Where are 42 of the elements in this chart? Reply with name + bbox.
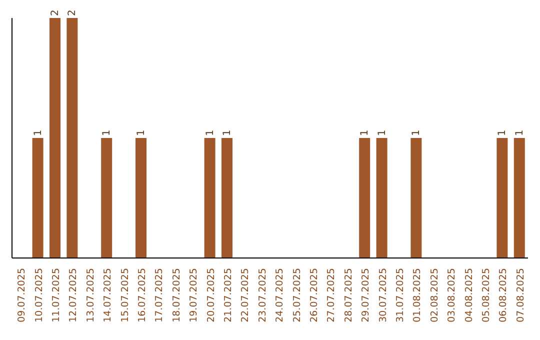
data-label: 2: [50, 10, 61, 16]
x-tick-label: 26.07.2025: [309, 268, 320, 322]
data-label: 1: [376, 130, 388, 136]
x-tick-label: 12.07.2025: [68, 268, 80, 322]
x-tick-label: 17.07.2025: [154, 268, 166, 322]
x-tick-label: 06.08.2025: [498, 268, 510, 322]
data-label: 1: [514, 130, 526, 136]
x-tick-label: 25.07.2025: [292, 268, 303, 322]
data-label: 1: [136, 130, 147, 136]
x-tick-label: 30.07.2025: [378, 268, 389, 322]
x-tick-label: 27.07.2025: [326, 268, 338, 322]
x-tick-label: 09.07.2025: [16, 268, 28, 322]
data-label: 1: [360, 130, 371, 136]
x-tick-label: 31.07.2025: [395, 268, 406, 322]
x-tick-label: 29.07.2025: [360, 268, 372, 322]
data-label: 1: [204, 130, 216, 136]
x-tick-label: 03.08.2025: [446, 268, 458, 322]
x-tick-label: 05.08.2025: [481, 268, 492, 322]
data-label: 2: [67, 10, 78, 16]
x-tick-label: 20.07.2025: [206, 268, 217, 322]
x-tick-label: 11.07.2025: [51, 268, 62, 322]
x-tick-label: 04.08.2025: [464, 268, 475, 322]
data-label: 1: [411, 130, 422, 136]
data-label: 1: [102, 130, 113, 136]
x-tick-label: 15.07.2025: [120, 268, 131, 322]
x-tick-label: 21.07.2025: [223, 268, 234, 322]
x-tick-label: 07.08.2025: [515, 268, 526, 322]
x-tick-label: 13.07.2025: [85, 268, 96, 322]
data-label: 1: [497, 130, 508, 136]
x-tick-label: 14.07.2025: [102, 268, 114, 322]
x-tick-label: 19.07.2025: [188, 268, 200, 322]
x-tick-label: 18.07.2025: [171, 268, 182, 322]
data-label: 1: [222, 130, 233, 136]
x-tick-label: 01.08.2025: [412, 268, 424, 322]
x-tick-label: 16.07.2025: [137, 268, 148, 322]
x-tick-label: 02.08.2025: [429, 268, 440, 322]
x-tick-label: 10.07.2025: [34, 268, 45, 322]
data-label: 1: [32, 130, 44, 136]
x-tick-label: 22.07.2025: [240, 268, 252, 322]
x-tick-label: 23.07.2025: [257, 268, 268, 322]
x-tick-label: 24.07.2025: [274, 268, 286, 322]
x-tick-label: 28.07.2025: [343, 268, 354, 322]
